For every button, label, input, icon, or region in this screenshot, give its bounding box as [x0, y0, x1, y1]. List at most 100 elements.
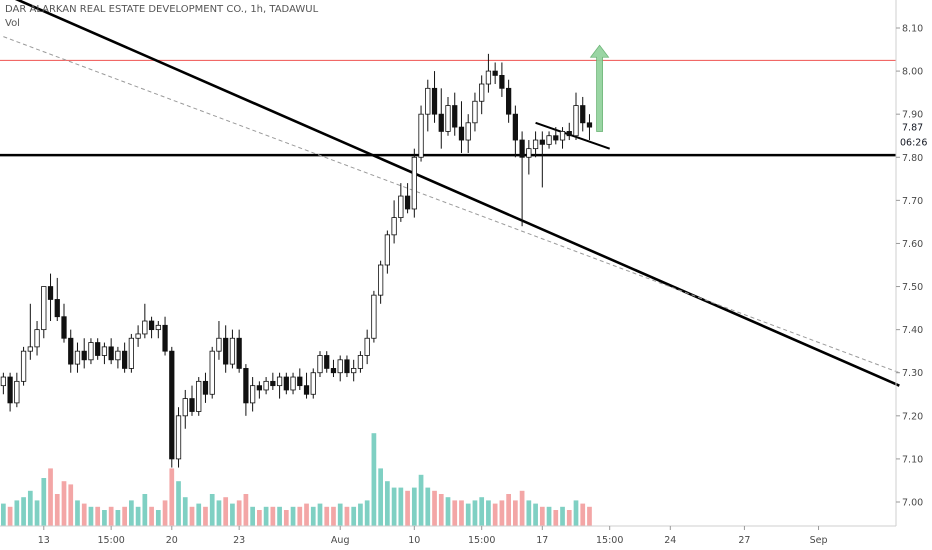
candle-body [317, 355, 323, 374]
volume-bar [331, 506, 336, 526]
volume-bar [48, 468, 53, 526]
volume-bar [1, 503, 6, 526]
candle-body [539, 139, 545, 145]
x-tick-label: 15:00 [468, 535, 495, 546]
volume-bar [405, 490, 410, 526]
volume-bar [27, 490, 33, 526]
volume-bar [7, 506, 13, 526]
candle-body [236, 337, 242, 369]
x-tick-label: 27 [738, 535, 750, 546]
long-downtrend-line [14, 0, 900, 387]
candle-body [391, 217, 397, 236]
candle-body [155, 324, 161, 331]
volume-bar [243, 494, 249, 526]
volume-bar [371, 433, 377, 526]
candle-body [81, 350, 87, 361]
candle-body [310, 372, 316, 395]
volume-layer [1, 433, 592, 526]
x-tick-label: 15:00 [97, 535, 124, 546]
candle-body [364, 337, 370, 356]
candle-body [506, 87, 512, 115]
volume-bar [566, 510, 572, 526]
y-tick-label: 7.70 [902, 196, 923, 207]
symbol-title: DAR ALARKAN REAL ESTATE DEVELOPMENT CO.,… [5, 4, 319, 15]
volume-bar [546, 506, 552, 526]
volume-bar [391, 487, 397, 526]
candle-body [47, 286, 54, 300]
candle-body [445, 105, 451, 132]
volume-bar [304, 503, 309, 526]
drawing-layer [0, 0, 900, 387]
volume-bar [209, 494, 215, 526]
y-tick-label: 7.60 [902, 239, 923, 250]
volume-bar [14, 500, 20, 526]
candle-body [411, 156, 417, 210]
candle-body [553, 135, 559, 141]
volume-bar [452, 500, 458, 526]
volume-bar [297, 506, 303, 526]
volume-bar [560, 506, 565, 526]
y-tick-label: 7.50 [902, 282, 923, 293]
candle-body [95, 342, 101, 356]
candle-body [189, 398, 195, 412]
candle-body [438, 113, 444, 132]
candle-body [337, 359, 343, 374]
candle-body [371, 294, 377, 339]
volume-bar [344, 506, 350, 526]
candle-body [216, 337, 222, 352]
candle-body [431, 87, 438, 115]
candle-body [256, 385, 262, 391]
y-tick-label: 7.40 [902, 325, 923, 336]
candle-body [276, 376, 283, 387]
candle-body [223, 337, 229, 365]
volume-bar [203, 506, 208, 526]
volume-bar [54, 494, 60, 526]
y-tick-label: 7.00 [902, 498, 923, 509]
volume-bar [216, 500, 222, 526]
candle-body [458, 126, 465, 141]
countdown-label: 06:26 [900, 138, 927, 149]
volume-bar [169, 468, 175, 526]
candle-body [485, 70, 492, 85]
volume-bar [223, 497, 229, 526]
candle-body [148, 320, 155, 331]
candle-body [0, 376, 6, 387]
volume-bar [149, 506, 154, 526]
volume-bar [526, 500, 532, 526]
volume-bar [21, 497, 26, 526]
candle-body [182, 398, 188, 417]
volume-bar [155, 510, 161, 526]
candle-body [175, 415, 182, 460]
candle-body [532, 139, 539, 150]
candle-body [499, 75, 505, 89]
candle-body [115, 350, 121, 361]
volume-label: Vol [5, 18, 20, 29]
candle-body [27, 346, 33, 352]
volume-bar [176, 481, 181, 526]
candle-body [20, 350, 27, 382]
candle-body [263, 380, 269, 391]
candle-body [283, 376, 289, 391]
x-tick-label: 13 [38, 535, 50, 546]
candle-body [330, 368, 337, 374]
candle-body [135, 333, 141, 339]
candle-body [378, 264, 384, 296]
volume-bar [513, 500, 518, 526]
candle-body [519, 139, 525, 158]
volume-bar [122, 506, 127, 526]
candle-body [250, 385, 256, 404]
volume-bar [479, 497, 485, 526]
volume-bar [189, 506, 195, 526]
volume-bar [196, 503, 202, 526]
candle-body [425, 87, 431, 115]
candle-body [512, 113, 518, 141]
x-tick-label: 20 [166, 535, 178, 546]
x-tick-label: Sep [810, 535, 828, 546]
volume-bar [283, 510, 289, 526]
candle-body [229, 337, 236, 365]
candle-body [243, 368, 249, 404]
volume-bar [81, 503, 87, 526]
